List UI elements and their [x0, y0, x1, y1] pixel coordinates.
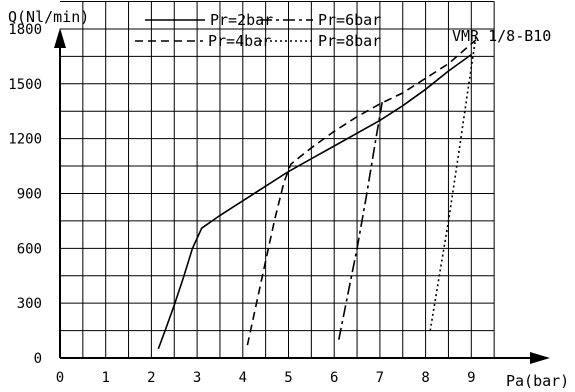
y-tick-label: 1500: [8, 77, 42, 93]
x-tick-label: 7: [376, 370, 384, 386]
legend-label: Pr=8bar: [318, 32, 381, 50]
x-tick-label: 5: [284, 370, 292, 386]
x-tick-label: 9: [467, 370, 475, 386]
y-tick-label: 300: [17, 296, 42, 312]
y-axis-arrow: [54, 28, 66, 48]
series: [157, 36, 477, 350]
x-tick-label: 4: [239, 370, 247, 386]
y-tick-label: 900: [17, 186, 42, 202]
x-tick-label: 1: [101, 370, 109, 386]
y-tick-label: 0: [34, 351, 42, 367]
chart-title: VMR 1/8-B10: [452, 27, 551, 45]
y-axis-label: Q(Nl/min): [8, 8, 89, 26]
tick-labels: 0 1 2 3 4 5 6 7 8 9 0 300 600 900 1200 1500 1800: [8, 22, 475, 386]
series-line-pr8bar: [429, 36, 477, 331]
legend-label: Pr=4bar: [208, 32, 271, 50]
x-tick-label: 6: [330, 370, 338, 386]
y-tick-label: 600: [17, 241, 42, 257]
y-tick-label: 1200: [8, 132, 42, 148]
grid: [60, 1, 495, 358]
series-line-pr2bar: [157, 53, 472, 350]
series-line-pr4bar: [246, 39, 477, 346]
x-tick-label: 8: [421, 370, 429, 386]
legend: Pr=2bar Pr=4bar Pr=6bar Pr=8bar: [135, 11, 381, 50]
x-tick-label: 3: [193, 370, 201, 386]
series-line-pr6bar: [338, 101, 383, 340]
x-axis-label: Pa(bar): [506, 372, 569, 390]
y-tick-label: 1800: [8, 22, 42, 38]
legend-label: Pr=2bar: [210, 11, 273, 29]
x-tick-label: 2: [147, 370, 155, 386]
x-axis-arrow: [530, 352, 550, 364]
axes: [54, 28, 550, 364]
legend-label: Pr=6bar: [318, 11, 381, 29]
x-tick-label: 0: [56, 370, 64, 386]
